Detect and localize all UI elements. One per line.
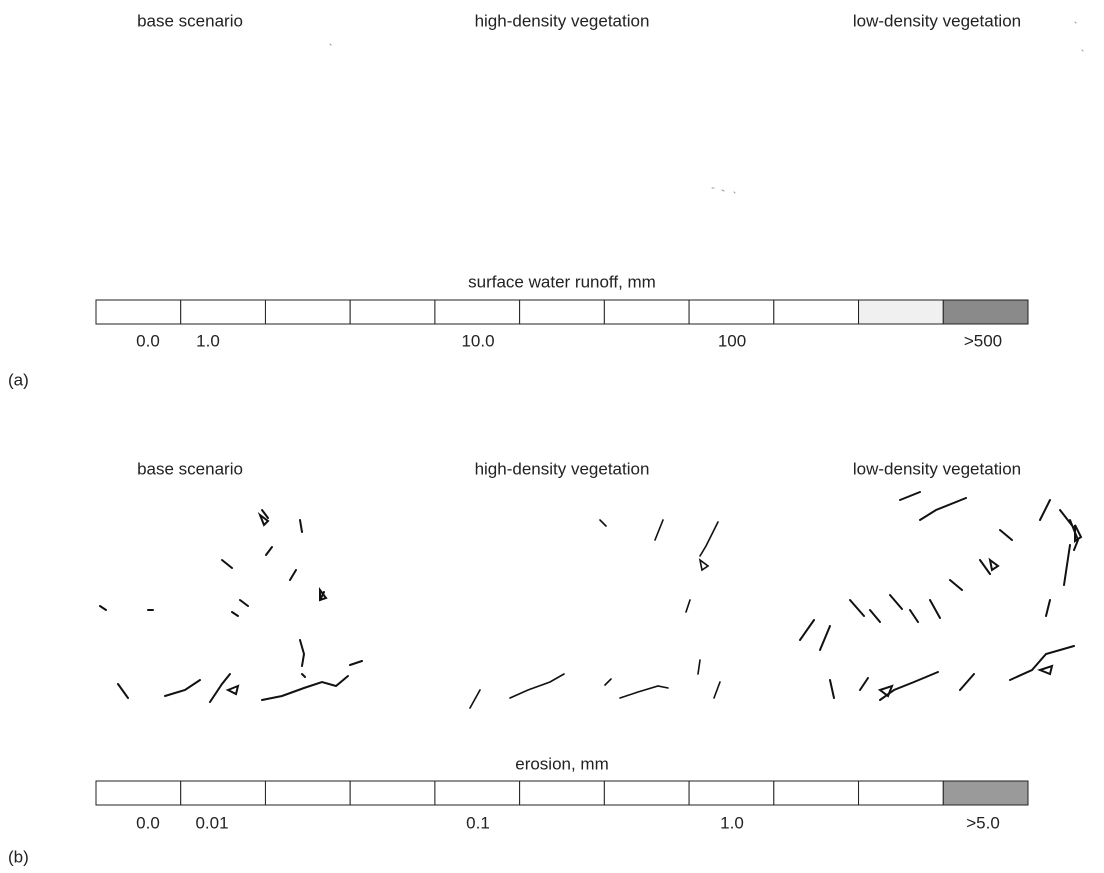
legend-label: 10.0 <box>461 331 494 350</box>
legend-swatch <box>181 300 266 324</box>
legend-label: 0.1 <box>466 813 490 832</box>
legend-swatch <box>859 781 944 805</box>
legend-swatch <box>96 300 181 324</box>
legend-swatch <box>350 300 435 324</box>
legend-swatch <box>859 300 944 324</box>
legend-swatch <box>435 781 520 805</box>
figure: base scenario high-density vegetation lo… <box>0 0 1104 873</box>
legend-title: surface water runoff, mm <box>468 272 656 291</box>
map-image <box>800 492 1081 700</box>
legend-swatch <box>604 300 689 324</box>
legend-swatch <box>943 781 1028 805</box>
legend-swatch <box>520 300 605 324</box>
legend-swatch <box>265 300 350 324</box>
legend-swatch <box>943 300 1028 324</box>
legend-bar <box>96 300 1028 324</box>
map-image <box>330 22 1083 193</box>
map-title: low-density vegetation <box>853 459 1021 478</box>
map-title: base scenario <box>137 11 243 30</box>
legend-swatch <box>96 781 181 805</box>
legend-swatch <box>774 781 859 805</box>
panel-label: (a) <box>8 370 29 389</box>
panel-label: (b) <box>8 847 29 866</box>
legend-bar <box>96 781 1028 805</box>
legend-label: >5.0 <box>966 813 1000 832</box>
map-title: base scenario <box>137 459 243 478</box>
legend-label: 1.0 <box>720 813 744 832</box>
legend-label: 100 <box>718 331 746 350</box>
legend-swatch <box>774 300 859 324</box>
legend-swatch <box>520 781 605 805</box>
map-title: high-density vegetation <box>475 459 650 478</box>
legend-swatch <box>689 781 774 805</box>
legend-label: 0.0 <box>136 813 160 832</box>
legend-label: 0.0 <box>136 331 160 350</box>
legend-label: >500 <box>964 331 1002 350</box>
legend-swatch <box>435 300 520 324</box>
legend-title: erosion, mm <box>515 754 609 773</box>
legend-swatch <box>604 781 689 805</box>
legend-swatch <box>350 781 435 805</box>
legend-swatch <box>265 781 350 805</box>
map-image <box>100 510 362 702</box>
map-title: high-density vegetation <box>475 11 650 30</box>
legend-label: 0.01 <box>195 813 228 832</box>
legend-label: 1.0 <box>196 331 220 350</box>
legend-swatch <box>181 781 266 805</box>
legend-swatch <box>689 300 774 324</box>
map-image <box>470 520 720 708</box>
map-title: low-density vegetation <box>853 11 1021 30</box>
